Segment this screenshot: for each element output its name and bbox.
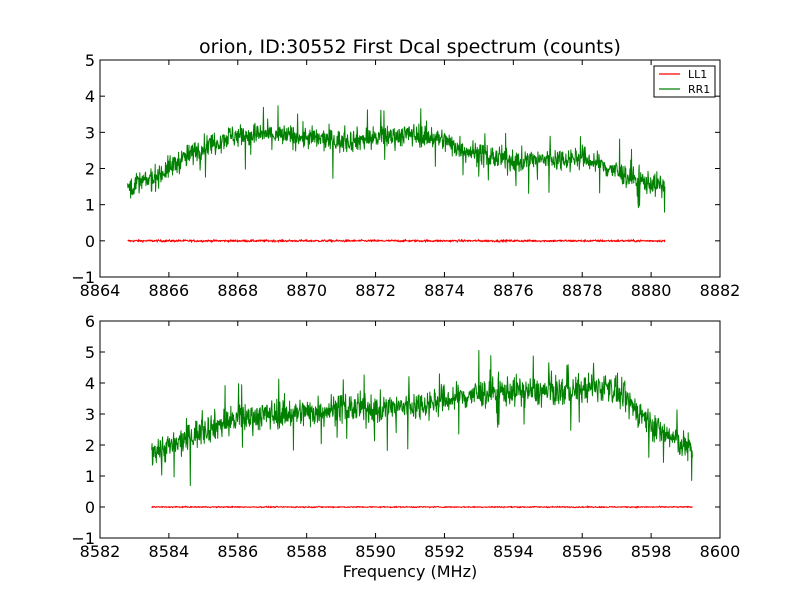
top-x-tick-label: 8880: [631, 281, 672, 300]
top-plot-frame: [99, 59, 721, 278]
bottom-y-tick-label: 5: [85, 343, 95, 362]
bottom-x-tick-label: 8592: [424, 542, 465, 561]
bottom-y-tick-label: 0: [85, 498, 95, 517]
bottom-y-tick-label: 1: [85, 467, 95, 486]
top-series-rr1-line: [127, 105, 666, 213]
top-x-tick-label: 8864: [80, 281, 121, 300]
bottom-axis-ticks: 8582 8584 8586 8588 8590 8592 8594 8596 8598 8600…: [71, 312, 740, 561]
bottom-x-tick-label: 8582: [80, 542, 121, 561]
top-x-tick-label: 8874: [424, 281, 465, 300]
top-legend: LL1 RR1: [653, 65, 716, 98]
bottom-x-tick-label: 8588: [286, 542, 327, 561]
top-y-tick-label: 3: [85, 123, 95, 142]
bottom-x-tick-label: 8586: [217, 542, 258, 561]
legend-box: [653, 65, 716, 98]
top-y-tick-label: 4: [85, 87, 95, 106]
top-y-tick-label: −1: [71, 268, 95, 287]
bottom-x-tick-label: 8594: [493, 542, 534, 561]
bottom-x-tick-label: 8598: [631, 542, 672, 561]
bottom-y-tick-label: −1: [71, 529, 95, 548]
bottom-plot-area: [100, 321, 720, 538]
top-x-tick-label: 8878: [562, 281, 603, 300]
top-x-tick-label: 8866: [149, 281, 190, 300]
bottom-series-group: [151, 349, 693, 509]
bottom-x-axis-label: Frequency (MHz): [343, 562, 477, 581]
top-axis-ticks: 8864 8866 8868 8870 8872 8874 8876 8878 8880 8882…: [71, 51, 740, 300]
bottom-x-tick-label: 8590: [355, 542, 396, 561]
bottom-series-ll1-line: [151, 505, 693, 509]
bottom-subplot: 8582 8584 8586 8588 8590 8592 8594 8596 8598 8600…: [71, 312, 740, 581]
top-chart-title: orion, ID:30552 First Dcal spectrum (cou…: [199, 36, 621, 58]
top-y-tick-label: 0: [85, 232, 95, 251]
bottom-y-tick-label: 4: [85, 374, 95, 393]
top-subplot: orion, ID:30552 First Dcal spectrum (cou…: [71, 36, 740, 300]
top-y-tick-label: 5: [85, 51, 95, 70]
top-x-tick-label: 8876: [493, 281, 534, 300]
bottom-series-rr1-line: [151, 349, 693, 487]
bottom-y-tick-label: 3: [85, 405, 95, 424]
top-x-tick-label: 8882: [700, 281, 741, 300]
bottom-y-tick-label: 2: [85, 436, 95, 455]
legend-label-ll1: LL1: [688, 68, 707, 81]
top-series-ll1-line: [127, 238, 666, 243]
top-plot-area: [100, 60, 720, 277]
legend-label-rr1: RR1: [688, 83, 710, 96]
top-x-tick-label: 8868: [217, 281, 258, 300]
bottom-x-tick-label: 8600: [700, 542, 741, 561]
top-x-tick-label: 8872: [355, 281, 396, 300]
top-x-tick-label: 8870: [286, 281, 327, 300]
top-y-tick-label: 2: [85, 160, 95, 179]
top-y-tick-label: 1: [85, 196, 95, 215]
top-series-group: [127, 105, 666, 243]
bottom-x-tick-label: 8584: [149, 542, 190, 561]
bottom-plot-frame: [99, 320, 721, 539]
bottom-x-tick-label: 8596: [562, 542, 603, 561]
bottom-y-tick-label: 6: [85, 312, 95, 331]
